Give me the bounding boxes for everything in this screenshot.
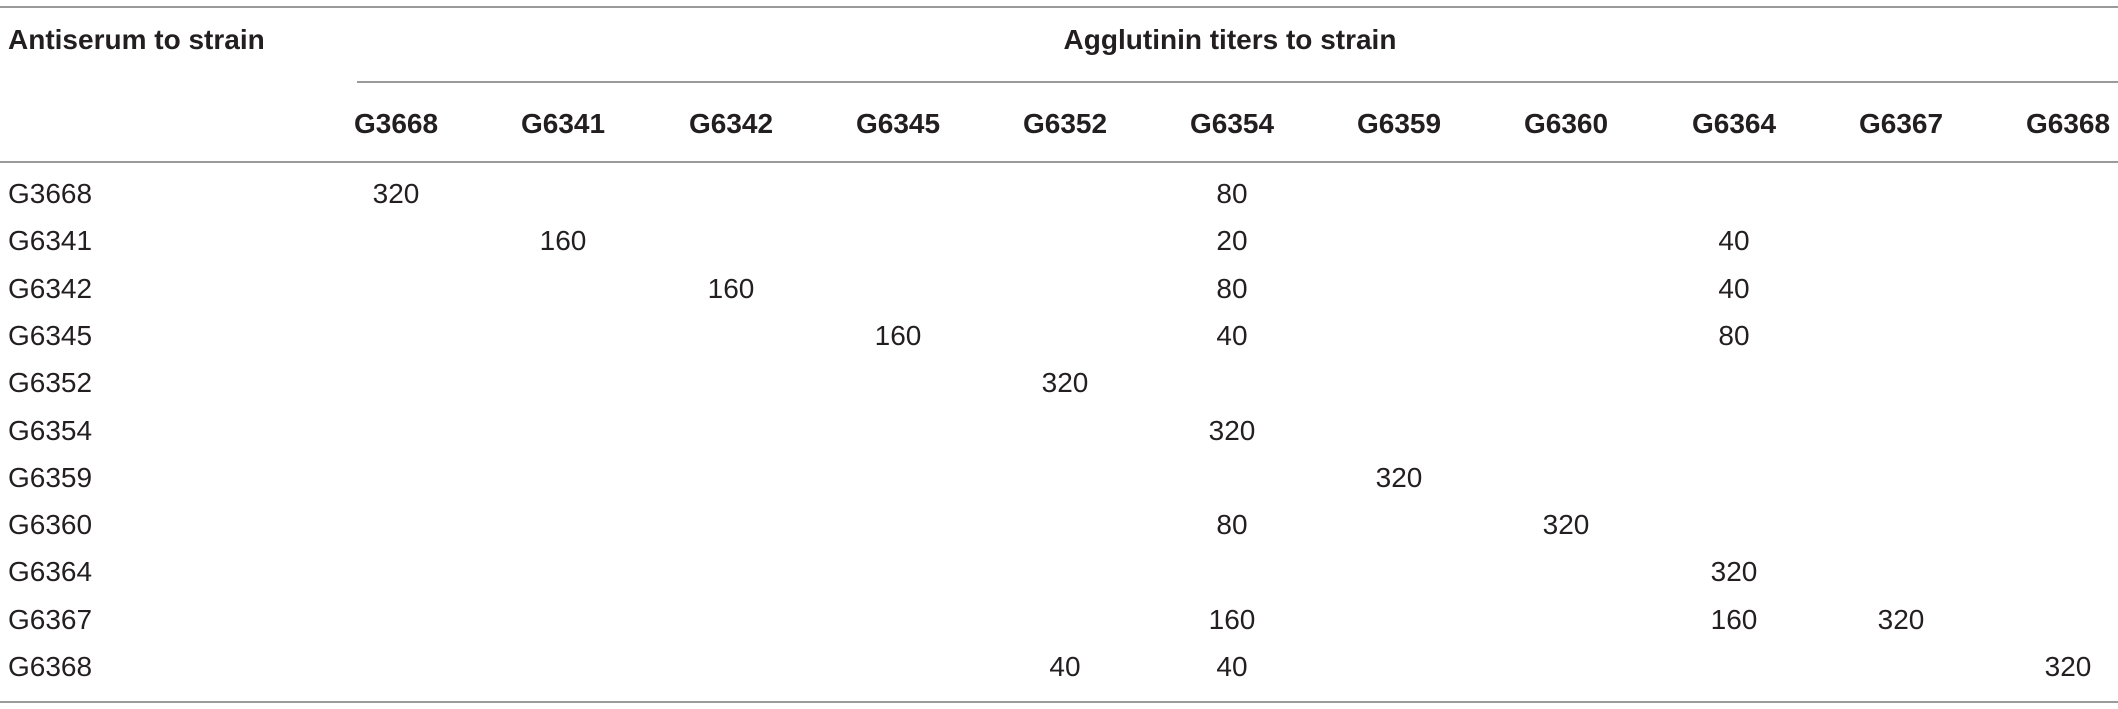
row-label: G6341 — [8, 225, 93, 256]
titer-value: 160 — [539, 225, 587, 256]
row-label: G6360 — [8, 509, 93, 540]
column-group-rule — [357, 81, 2118, 83]
column-header: G6352 — [1022, 108, 1108, 139]
column-header: G6359 — [1356, 108, 1442, 139]
titer-value: 320 — [1208, 415, 1256, 446]
row-label: G6367 — [8, 604, 93, 635]
header-bottom-rule — [0, 161, 2118, 163]
titer-value: 160 — [707, 273, 755, 304]
titer-value: 40 — [1216, 651, 1248, 682]
column-header: G6367 — [1858, 108, 1944, 139]
row-label: G6368 — [8, 651, 93, 682]
row-label: G6342 — [8, 273, 93, 304]
titer-value: 160 — [1208, 604, 1256, 635]
titer-value: 40 — [1718, 225, 1750, 256]
titer-value: 320 — [1542, 509, 1590, 540]
column-group-title: Agglutinin titers to strain — [1063, 24, 1397, 55]
titer-value: 40 — [1049, 651, 1081, 682]
titer-value: 40 — [1718, 273, 1750, 304]
column-header: G6345 — [855, 108, 941, 139]
row-label: G6352 — [8, 367, 93, 398]
titer-value: 80 — [1216, 178, 1248, 209]
titer-value: 80 — [1718, 320, 1750, 351]
titer-value: 320 — [372, 178, 420, 209]
titer-value: 320 — [1375, 462, 1423, 493]
titer-value: 80 — [1216, 273, 1248, 304]
row-label: G6354 — [8, 415, 93, 446]
titer-value: 20 — [1216, 225, 1248, 256]
titer-value: 320 — [1877, 604, 1925, 635]
column-header: G6368 — [2025, 108, 2111, 139]
titer-value: 320 — [1041, 367, 1089, 398]
row-label: G6359 — [8, 462, 93, 493]
table-bottom-rule — [0, 701, 2118, 703]
titer-value: 320 — [1710, 556, 1758, 587]
row-label: G6364 — [8, 556, 93, 587]
column-header: G3668 — [353, 108, 439, 139]
row-label: G3668 — [8, 178, 93, 209]
column-header: G6354 — [1189, 108, 1275, 139]
titer-value: 320 — [2044, 651, 2092, 682]
titer-value: 160 — [1710, 604, 1758, 635]
column-header: G6341 — [520, 108, 606, 139]
table-top-rule — [0, 6, 2118, 8]
column-header: G6360 — [1523, 108, 1609, 139]
column-header: G6364 — [1691, 108, 1777, 139]
titer-value: 80 — [1216, 509, 1248, 540]
row-label: G6345 — [8, 320, 93, 351]
column-header: G6342 — [688, 108, 774, 139]
titer-value: 160 — [874, 320, 922, 351]
titer-value: 40 — [1216, 320, 1248, 351]
row-header-title: Antiserum to strain — [8, 24, 265, 55]
